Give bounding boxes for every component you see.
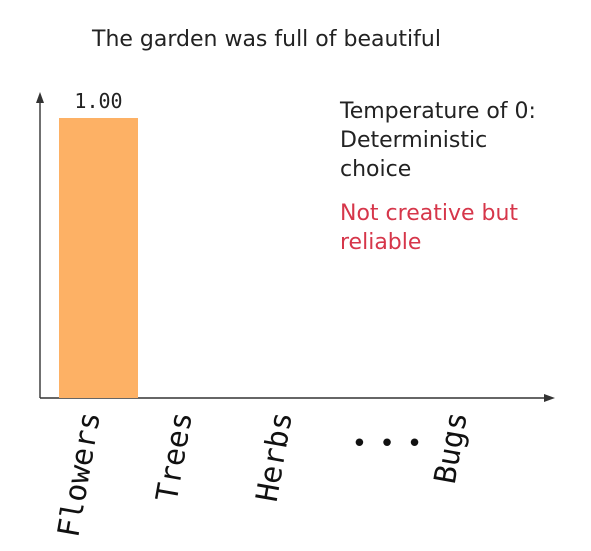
category-labels-group: Flowers Trees Herbs • • • Bugs [51, 409, 474, 540]
category-label-flowers: Flowers [51, 409, 107, 540]
category-label-trees: Trees [150, 409, 200, 504]
annotation-accent-line-2: reliable [340, 230, 421, 255]
x-axis-arrow [544, 394, 555, 402]
chart-title: The garden was full of beautiful [91, 27, 441, 52]
annotation-line-3: choice [340, 157, 411, 182]
y-axis-arrow [36, 92, 44, 103]
annotation-line-2: Deterministic [340, 128, 487, 153]
annotation-accent-line-1: Not creative but [340, 201, 518, 226]
annotation-line-1: Temperature of 0: [339, 99, 536, 124]
category-label-bugs: Bugs [428, 409, 475, 486]
value-label: 1.00 [74, 89, 122, 113]
category-label-herbs: Herbs [250, 409, 300, 504]
category-label-ellipsis: • • • [352, 429, 425, 459]
annotation-note: Temperature of 0: Deterministic choice N… [339, 99, 536, 255]
bars-group [59, 118, 138, 398]
bar-flowers [59, 118, 138, 398]
value-labels-group: 1.00 [74, 89, 122, 113]
